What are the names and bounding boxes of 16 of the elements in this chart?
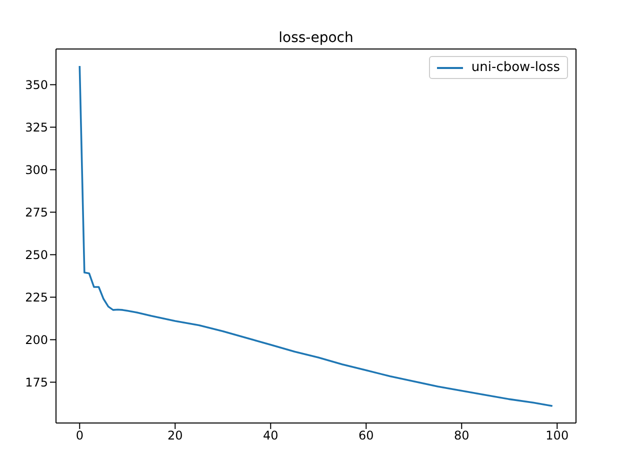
x-tick-label: 80 [454,428,470,443]
y-tick-label: 175 [25,375,48,390]
y-tick-label: 275 [25,205,48,220]
chart-title: loss-epoch [278,30,354,46]
y-tick-label: 250 [25,248,48,262]
x-tick-label: 20 [167,428,183,443]
legend-label: uni-cbow-loss [471,60,560,75]
x-tick-label: 40 [262,428,278,443]
y-tick-label: 350 [25,78,48,92]
x-tick-label: 0 [76,428,84,443]
x-tick-label: 60 [358,428,374,443]
y-tick-label: 200 [25,332,48,347]
y-tick-label: 225 [25,290,48,304]
y-tick-label: 325 [25,120,48,134]
x-tick-label: 100 [546,428,569,443]
y-tick-label: 300 [25,162,48,177]
